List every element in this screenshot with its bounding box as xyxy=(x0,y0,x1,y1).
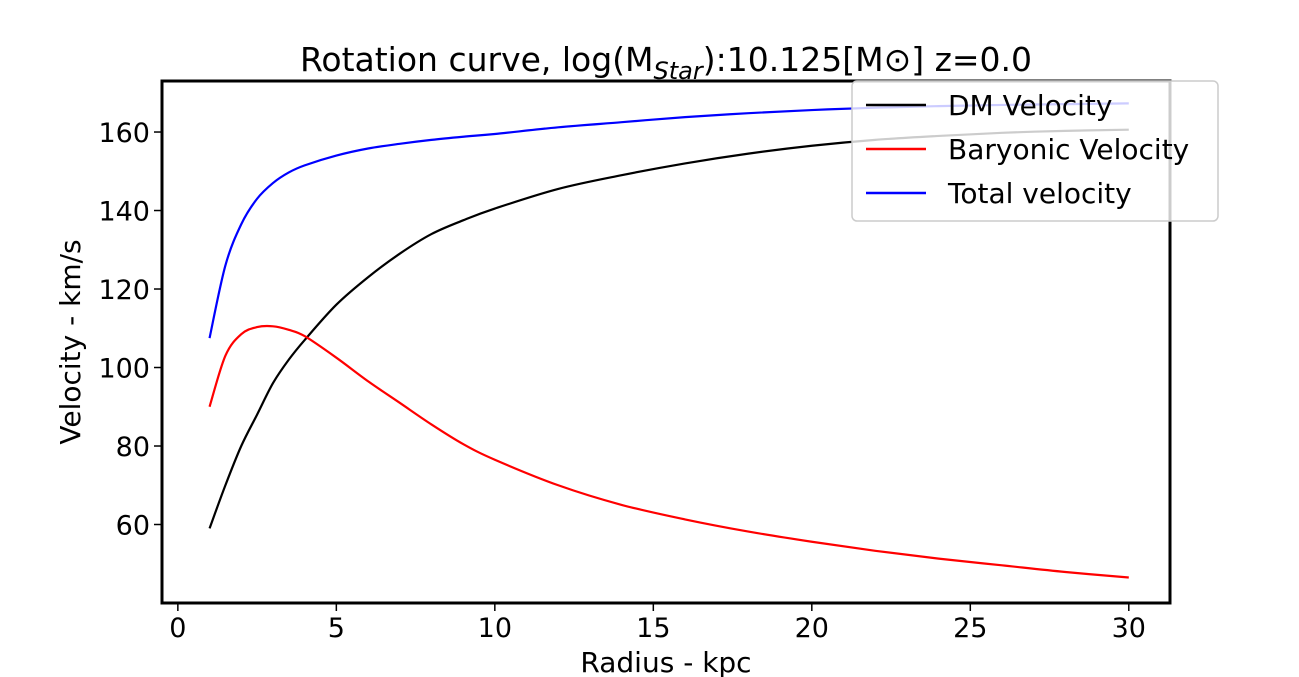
legend-box xyxy=(851,80,1219,222)
legend-label-total-velocity: Total velocity xyxy=(947,177,1132,210)
y-tick-label: 80 xyxy=(116,432,150,463)
legend-label-dm-velocity: DM Velocity xyxy=(948,89,1112,122)
x-axis-label: Radius - kpc xyxy=(580,646,751,677)
x-tick-label: 0 xyxy=(169,613,186,644)
y-tick-label: 120 xyxy=(98,275,150,306)
legend: DM Velocity Baryonic Velocity Total velo… xyxy=(851,80,1219,222)
y-tick-label: 100 xyxy=(98,354,150,385)
x-tick-label: 20 xyxy=(795,613,829,644)
legend-label-baryonic-velocity: Baryonic Velocity xyxy=(948,133,1189,166)
x-tick-label: 5 xyxy=(328,613,345,644)
x-tick-label: 15 xyxy=(636,613,670,644)
x-axis: 0 5 10 15 20 25 30 xyxy=(169,603,1146,644)
y-tick-label: 140 xyxy=(98,197,150,228)
series-line-baryonic-velocity xyxy=(208,324,1129,579)
y-tick-label: 160 xyxy=(98,118,150,149)
chart-title: Rotation curve, log(MStar):10.125[M⊙] z=… xyxy=(300,40,1032,85)
y-tick-label: 60 xyxy=(116,511,150,542)
y-axis: 60 80 100 120 140 160 xyxy=(98,118,162,542)
x-tick-label: 10 xyxy=(478,613,512,644)
plot-frame xyxy=(160,79,1172,605)
x-tick-label: 25 xyxy=(953,613,987,644)
y-axis-label: Velocity - km/s xyxy=(54,239,87,444)
x-tick-label: 30 xyxy=(1112,613,1146,644)
